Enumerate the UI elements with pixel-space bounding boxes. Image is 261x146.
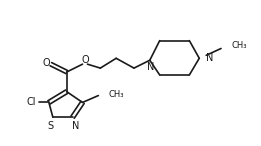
Text: N: N — [147, 62, 155, 72]
Text: N: N — [72, 121, 79, 131]
Text: S: S — [48, 121, 54, 131]
Text: Cl: Cl — [26, 97, 36, 107]
Text: O: O — [42, 58, 50, 68]
Text: O: O — [82, 55, 89, 65]
Text: CH₃: CH₃ — [108, 90, 124, 99]
Text: N: N — [206, 53, 213, 63]
Text: CH₃: CH₃ — [232, 41, 247, 50]
